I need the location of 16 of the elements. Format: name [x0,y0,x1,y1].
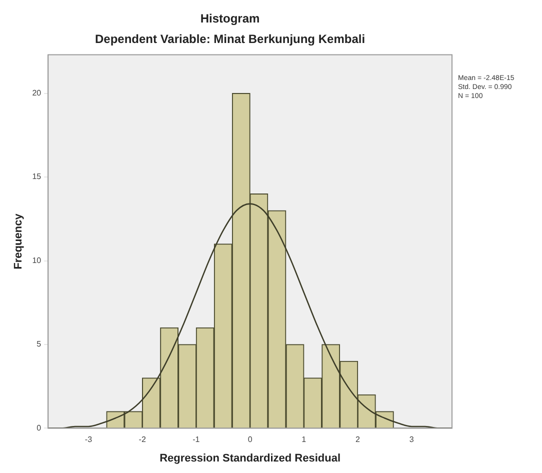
y-tick-label: 20 [32,88,42,98]
x-tick-label: -2 [138,435,146,444]
y-tick-label: 10 [32,256,42,265]
chart-title: Histogram [200,12,260,26]
y-axis-title: Frequency [12,212,25,270]
y-tick-label: 15 [32,172,42,182]
x-axis-title: Regression Standardized Residual [160,452,341,464]
chart-subtitle: Dependent Variable: Minat Berkunjung Kembali [94,32,366,46]
x-tick-label: 3 [409,435,414,444]
x-tick-label: 1 [302,435,307,444]
x-tick-label: -3 [84,435,93,444]
x-tick-label: -1 [192,435,200,444]
y-tick-label: 5 [36,340,42,349]
y-tick-label: 0 [36,423,42,432]
x-tick-label: 0 [248,435,253,444]
x-tick-label: 2 [356,435,361,444]
